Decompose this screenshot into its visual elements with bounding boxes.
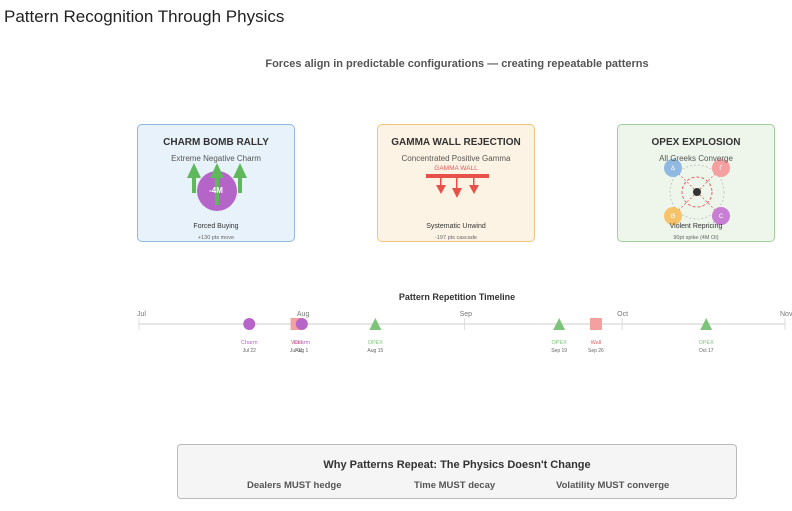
up-arrow-icon: [210, 163, 224, 205]
opex-figure: Δ Γ Θ C: [664, 159, 730, 225]
summary-item: Dealers MUST hedge: [247, 480, 342, 491]
card-title: GAMMA WALL REJECTION: [391, 137, 521, 148]
gamma-figure: [426, 174, 489, 198]
convergence-point: [693, 188, 701, 196]
month-label: Jul: [137, 311, 146, 318]
event-marker-opex: [369, 318, 382, 330]
up-arrows: [187, 163, 247, 205]
event-marker-charm: [243, 318, 256, 330]
event-date-label: Oct 17: [699, 348, 714, 354]
event-type-label: Wall: [291, 340, 302, 346]
event-type-label: Charm: [294, 340, 311, 346]
summary-title: Why Patterns Repeat: The Physics Doesn't…: [323, 459, 591, 471]
summary-item: Volatility MUST converge: [556, 480, 670, 491]
delta-node: [664, 159, 682, 177]
card-note: 90pt spike (4M OI): [673, 235, 719, 241]
month-label: Aug: [297, 311, 310, 318]
event-date-label: Jul 31: [290, 348, 304, 354]
pattern-timeline: Jul Aug Sep Oct Nov Charm Jul 22 Wall Jul 31 Cha…: [137, 311, 792, 354]
month-label: Nov: [780, 311, 792, 318]
page-title: Pattern Recognition Through Physics: [4, 7, 285, 26]
down-arrow-icon: [469, 178, 479, 194]
card-charm-bomb-rally: CHARM BOMB RALLY Extreme Negative Charm …: [137, 124, 295, 242]
up-arrow-icon: [233, 163, 247, 193]
summary-item: Time MUST decay: [414, 480, 496, 491]
theta-node: [664, 207, 682, 225]
event-type-label: Charm: [241, 340, 258, 346]
gamma-node: [712, 159, 730, 177]
charm-figure: [187, 163, 247, 211]
greek-label: Γ: [719, 166, 723, 172]
month-label: Oct: [617, 311, 628, 318]
outer-ring: [669, 164, 725, 220]
event-marker-opex: [700, 318, 713, 330]
event-date-label: Sep 19: [551, 348, 567, 354]
charm-node: [712, 207, 730, 225]
event-date-label: Aug 1: [295, 348, 308, 354]
down-arrows: [436, 178, 479, 198]
down-arrow-icon: [436, 178, 446, 194]
timeline-title: Pattern Repetition Timeline: [398, 292, 516, 302]
event-marker-opex: [553, 318, 566, 330]
event-marker-charm: [295, 318, 308, 330]
card-title: CHARM BOMB RALLY: [163, 137, 269, 148]
event-type-label: OPEX: [699, 340, 715, 346]
card-note: +130 pts move: [197, 235, 235, 241]
card-subtitle: Concentrated Positive Gamma: [401, 154, 511, 163]
event-date-label: Jul 22: [243, 348, 257, 354]
card-note: -197 pts cascade: [435, 235, 477, 241]
greek-label: C: [719, 214, 724, 220]
charm-value: -4M: [209, 186, 223, 195]
event-type-label: OPEX: [368, 340, 384, 346]
greek-label: Δ: [671, 166, 675, 172]
greek-label: Θ: [671, 214, 676, 220]
gamma-wall-label: GAMMA WALL: [434, 165, 478, 172]
event-date-label: Sep 26: [588, 348, 604, 354]
gamma-wall-bar: [426, 174, 489, 178]
card-subtitle: All Greeks Converge: [659, 154, 733, 163]
down-arrow-icon: [452, 178, 462, 198]
event-type-label: Wall: [591, 340, 602, 346]
event-date-label: Aug 15: [367, 348, 383, 354]
up-arrow-icon: [187, 163, 201, 193]
event-marker-wall: [589, 318, 602, 330]
card-footer: Forced Buying: [193, 223, 239, 230]
event-type-label: OPEX: [552, 340, 568, 346]
card-gamma-wall-rejection: GAMMA WALL REJECTION Concentrated Positi…: [377, 124, 535, 242]
summary-box: Why Patterns Repeat: The Physics Doesn't…: [177, 444, 737, 499]
card-title: OPEX EXPLOSION: [651, 137, 741, 148]
month-label: Sep: [460, 311, 473, 318]
card-footer: Violent Repricing: [669, 223, 723, 230]
card-footer: Systematic Unwind: [426, 223, 486, 230]
card-subtitle: Extreme Negative Charm: [171, 154, 261, 163]
diagram-subtitle: Forces align in predictable configuratio…: [265, 58, 649, 70]
card-opex-explosion: OPEX EXPLOSION Δ Γ Θ C All Greeks Conver…: [617, 124, 775, 242]
inner-ring: [681, 176, 713, 208]
